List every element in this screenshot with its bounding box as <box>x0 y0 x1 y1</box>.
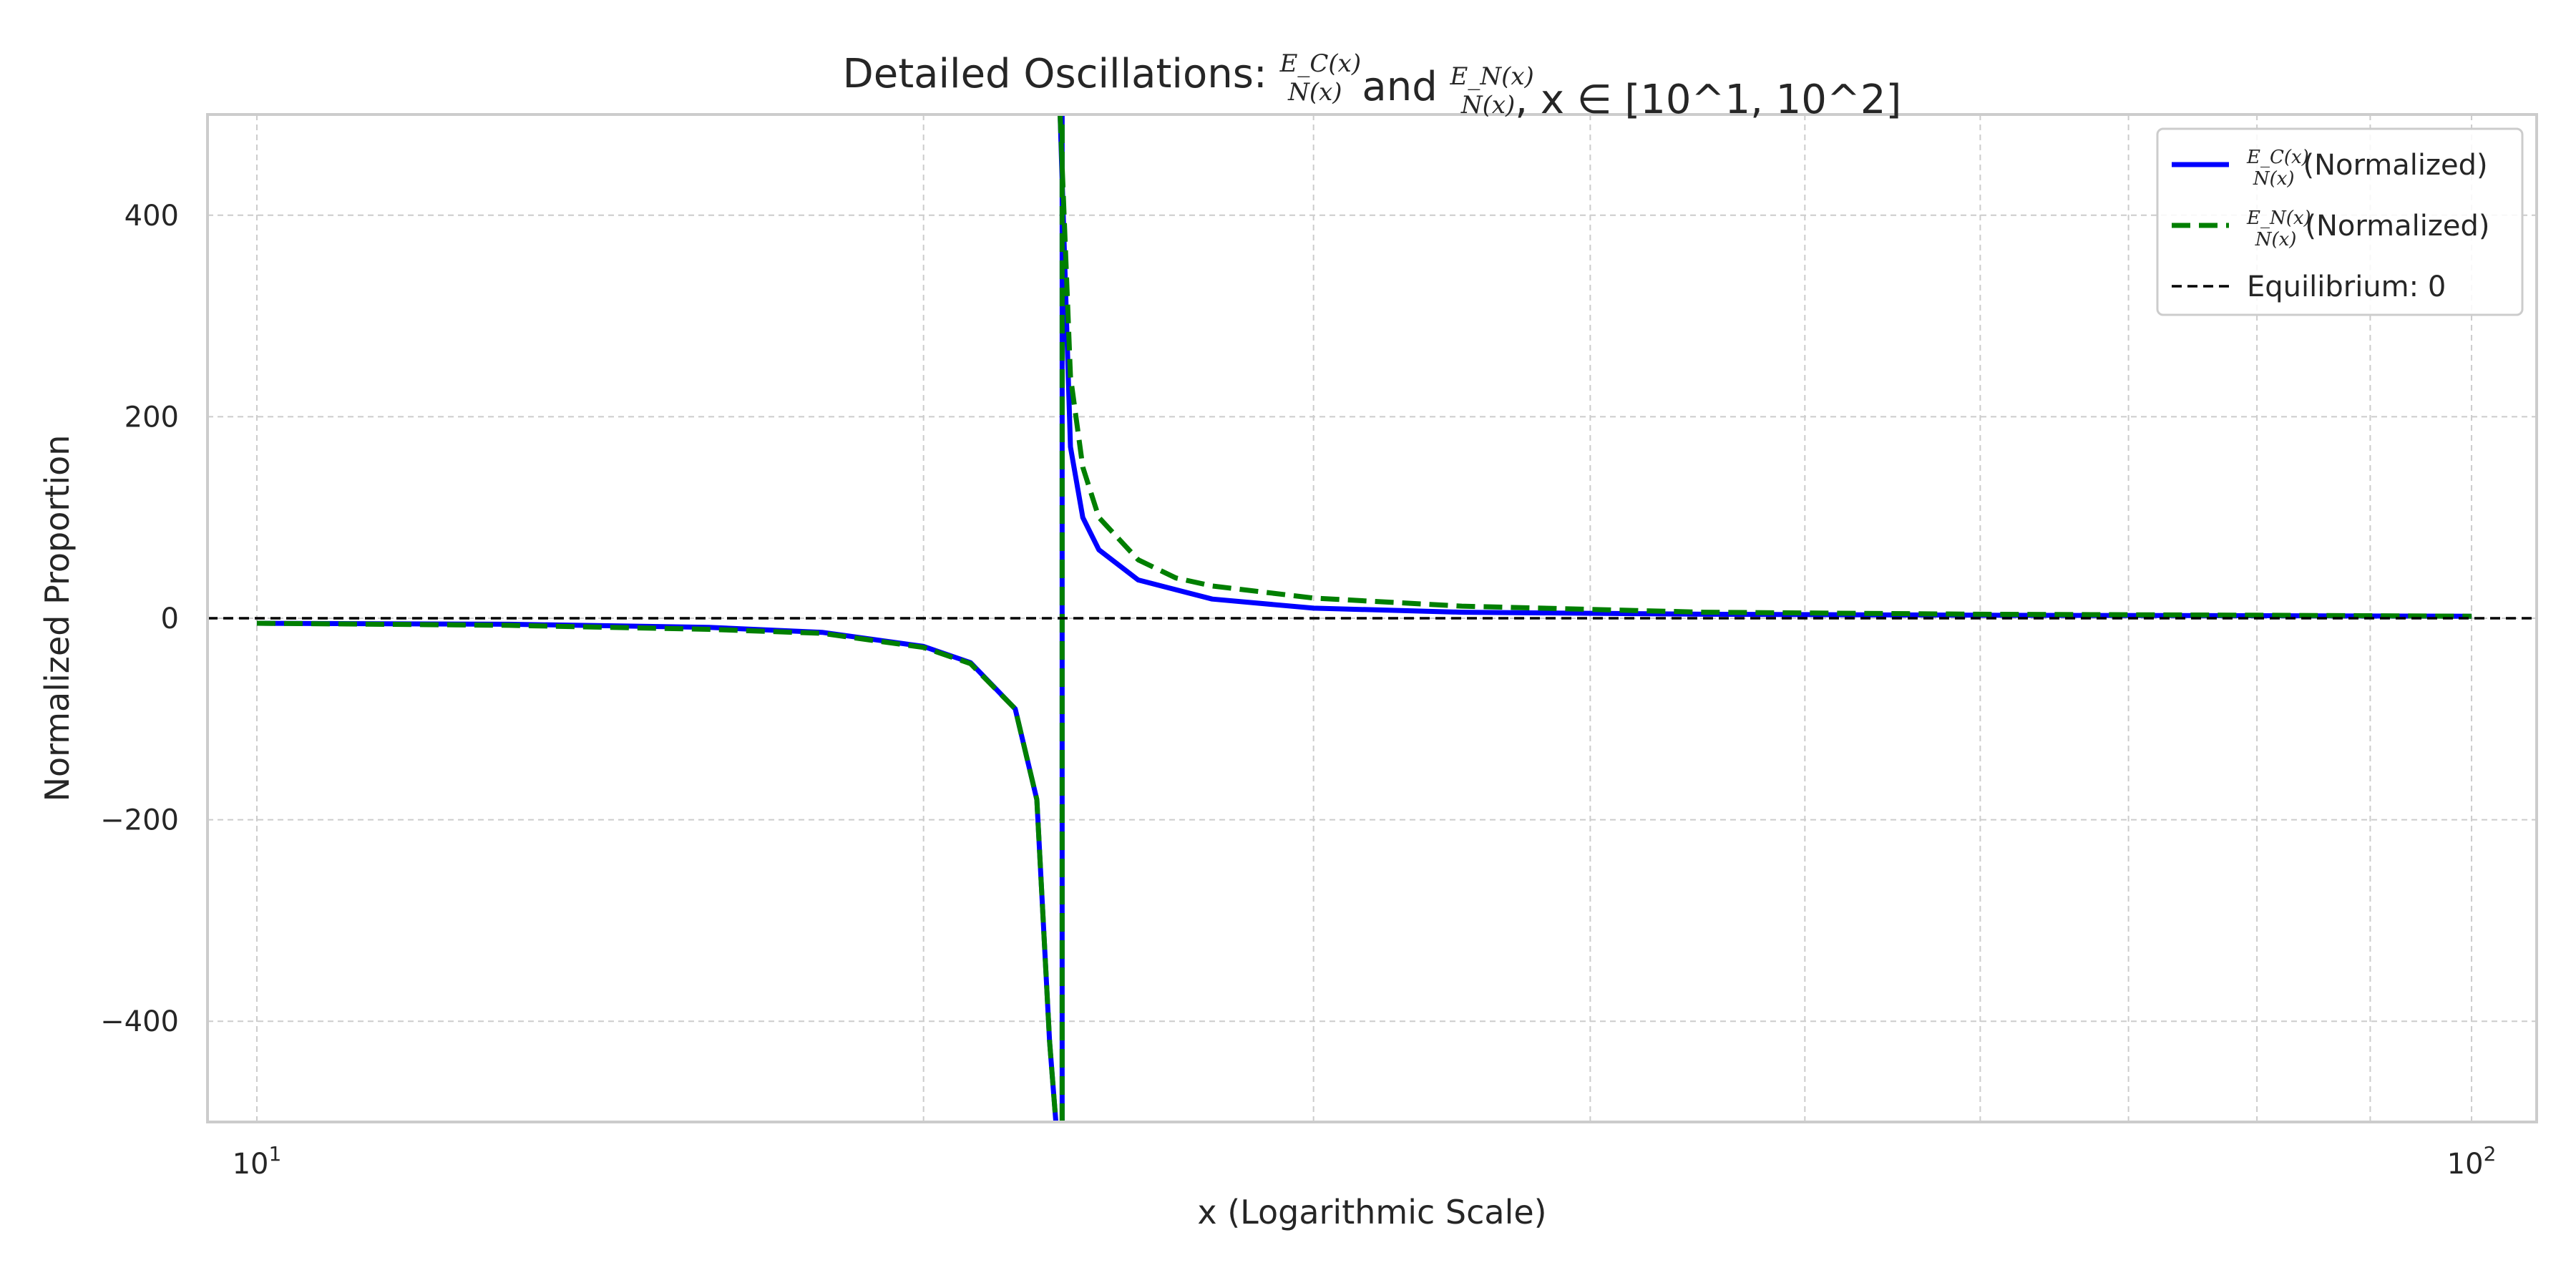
legend: E_C(x) N(x) (Normalized) E_N(x) N(x) (Normali… <box>2156 127 2524 316</box>
series-lines <box>208 114 2537 1122</box>
chart-title: Detailed Oscillations: E_C(x) N(x) and E_… <box>843 49 1902 123</box>
x-axis-label: x (Logarithmic Scale) <box>1197 1193 1546 1231</box>
y-axis-label: Normalized Proportion <box>38 435 77 802</box>
x-tick-label: 102 <box>2447 1142 2497 1181</box>
legend-box <box>2156 127 2524 316</box>
plot-area-frame <box>206 113 2538 1123</box>
y-tick-label: −200 <box>100 804 179 837</box>
legend-label: E_C(x) N(x) (Normalized) <box>2246 147 2488 190</box>
y-tick-label: 200 <box>125 401 179 434</box>
x-tick-label: 101 <box>233 1142 282 1181</box>
y-tick-labels: −400 −200 0 200 400 <box>100 200 179 1038</box>
y-tick-label: −400 <box>100 1005 179 1038</box>
y-tick-label: 0 <box>161 602 179 635</box>
legend-label: Equilibrium: 0 <box>2247 270 2446 303</box>
y-tick-label: 400 <box>125 200 179 233</box>
legend-label: E_N(x) N(x) (Normalized) <box>2246 208 2489 250</box>
x-tick-labels: 101 102 <box>233 1142 2497 1181</box>
